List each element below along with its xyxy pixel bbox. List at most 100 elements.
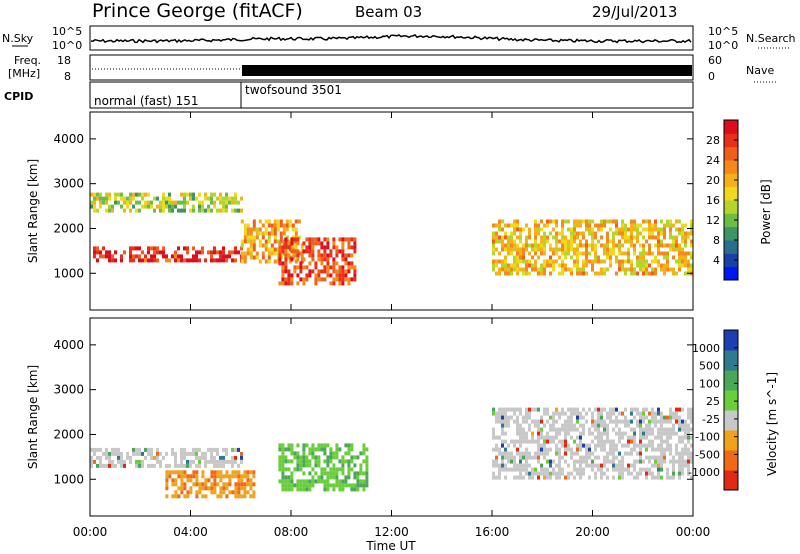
heatmap-cell: [513, 467, 516, 472]
heatmap-cell: [537, 247, 540, 252]
heatmap-cell: [201, 474, 205, 479]
heatmap-cell: [338, 447, 342, 452]
heatmap-cell: [284, 277, 288, 282]
heatmap-cell: [108, 208, 111, 213]
heatmap-cell: [317, 455, 321, 460]
heatmap-cell: [281, 471, 285, 476]
heatmap-cell: [576, 447, 579, 452]
heatmap-cell: [516, 419, 519, 424]
heatmap-cell: [564, 427, 567, 432]
heatmap-cell: [495, 447, 498, 452]
heatmap-cell: [168, 258, 171, 263]
heatmap-cell: [162, 250, 165, 255]
heatmap-cell: [630, 243, 633, 248]
heatmap-cell: [534, 439, 537, 444]
heatmap-cell: [657, 407, 660, 412]
heatmap-cell: [621, 243, 624, 248]
heatmap-cell: [669, 419, 672, 424]
heatmap-cell: [300, 243, 304, 248]
heatmap-cell: [264, 259, 268, 264]
heatmap-cell: [492, 475, 495, 480]
heatmap-cell: [231, 463, 234, 468]
heatmap-cell: [296, 253, 300, 258]
heatmap-cell: [249, 255, 253, 260]
heatmap-cell: [174, 463, 177, 468]
heatmap-cell: [633, 435, 636, 440]
heatmap-cell: [359, 483, 363, 488]
heatmap-cell: [243, 494, 247, 499]
heatmap-cell: [570, 227, 573, 232]
heatmap-cell: [326, 455, 330, 460]
heatmap-cell: [156, 204, 159, 209]
heatmap-cell: [108, 455, 111, 460]
colorbar-tick-label: 16: [706, 194, 720, 207]
heatmap-cell: [108, 254, 111, 259]
heatmap-cell: [108, 463, 111, 468]
heatmap-cell: [609, 227, 612, 232]
heatmap-cell: [537, 243, 540, 248]
heatmap-cell: [675, 411, 678, 416]
heatmap-cell: [546, 407, 549, 412]
heatmap-cell: [273, 235, 277, 240]
heatmap-cell: [675, 247, 678, 252]
heatmap-cell: [335, 253, 339, 258]
heatmap-cell: [624, 227, 627, 232]
heatmap-cell: [135, 254, 138, 259]
heatmap-cell: [600, 467, 603, 472]
heatmap-cell: [132, 254, 135, 259]
heatmap-cell: [302, 281, 306, 286]
heatmap-cell: [591, 231, 594, 236]
heatmap-cell: [365, 475, 369, 480]
heatmap-cell: [540, 239, 543, 244]
heatmap-cell: [510, 239, 513, 244]
heatmap-cell: [621, 463, 624, 468]
heatmap-cell: [627, 419, 630, 424]
heatmap-cell: [549, 439, 552, 444]
heatmap-cell: [522, 251, 525, 256]
heatmap-cell: [639, 447, 642, 452]
heatmap-cell: [663, 459, 666, 464]
heatmap-cell: [615, 419, 618, 424]
heatmap-cell: [555, 243, 558, 248]
colorbar-segment: [724, 253, 738, 268]
heatmap-cell: [93, 208, 96, 213]
heatmap-cell: [672, 471, 675, 476]
heatmap-cell: [636, 423, 639, 428]
heatmap-cell: [216, 459, 219, 464]
heatmap-cell: [687, 235, 690, 240]
heatmap-cell: [564, 267, 567, 272]
heatmap-cell: [507, 455, 510, 460]
heatmap-cell: [519, 475, 522, 480]
heatmap-cell: [510, 455, 513, 460]
heatmap-cell: [252, 474, 256, 479]
heatmap-cell: [546, 239, 549, 244]
heatmap-cell: [627, 451, 630, 456]
heatmap-cell: [258, 231, 262, 236]
heatmap-cell: [555, 471, 558, 476]
heatmap-cell: [615, 219, 618, 224]
heatmap-cell: [666, 443, 669, 448]
heatmap-cell: [618, 251, 621, 256]
heatmap-cell: [687, 467, 690, 472]
heatmap-cell: [516, 223, 519, 228]
heatmap-cell: [362, 443, 366, 448]
heatmap-cell: [600, 443, 603, 448]
heatmap-cell: [332, 261, 336, 266]
heatmap-cell: [630, 259, 633, 264]
heatmap-cell: [314, 277, 318, 282]
heatmap-cell: [258, 259, 262, 264]
heatmap-cell: [350, 447, 354, 452]
heatmap-cell: [513, 227, 516, 232]
heatmap-cell: [332, 455, 336, 460]
heatmap-cell: [174, 478, 178, 483]
heatmap-cell: [504, 267, 507, 272]
heatmap-cell: [660, 243, 663, 248]
heatmap-cell: [675, 459, 678, 464]
heatmap-cell: [567, 219, 570, 224]
heatmap-cell: [510, 407, 513, 412]
heatmap-cell: [534, 455, 537, 460]
heatmap-cell: [678, 435, 681, 440]
heatmap-cell: [540, 419, 543, 424]
heatmap-cell: [624, 431, 627, 436]
freq-tick-left-top: 18: [57, 54, 71, 67]
